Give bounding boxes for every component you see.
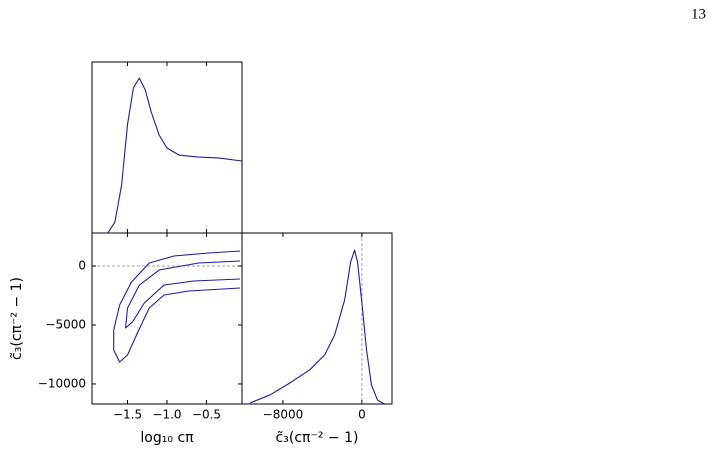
y-tick-label: 0 [78, 259, 86, 273]
x-tick-label: −8000 [263, 408, 304, 422]
y-tick-label: −10000 [38, 376, 86, 390]
x-axis-label: log₁₀ cπ [140, 430, 194, 446]
axes-frame [91, 232, 243, 405]
panel [249, 233, 385, 404]
page-number: 13 [691, 6, 706, 22]
x-tick-label: 0 [358, 408, 366, 422]
x-tick-label: −1.0 [152, 408, 181, 422]
panel [92, 250, 242, 363]
y-axis-label: c̃₃(cπ⁻² − 1) [9, 277, 25, 360]
density-curve [249, 249, 385, 404]
x-tick-label: −0.5 [192, 408, 221, 422]
contour-line [125, 260, 241, 329]
panel [107, 77, 242, 233]
axes-frame [241, 232, 393, 405]
contour-line [113, 250, 241, 363]
x-axis-label: c̃₃(cπ⁻² − 1) [276, 430, 359, 446]
x-tick-label: −1.5 [113, 408, 142, 422]
y-tick-label: −5000 [45, 317, 86, 331]
density-curve [107, 77, 242, 233]
